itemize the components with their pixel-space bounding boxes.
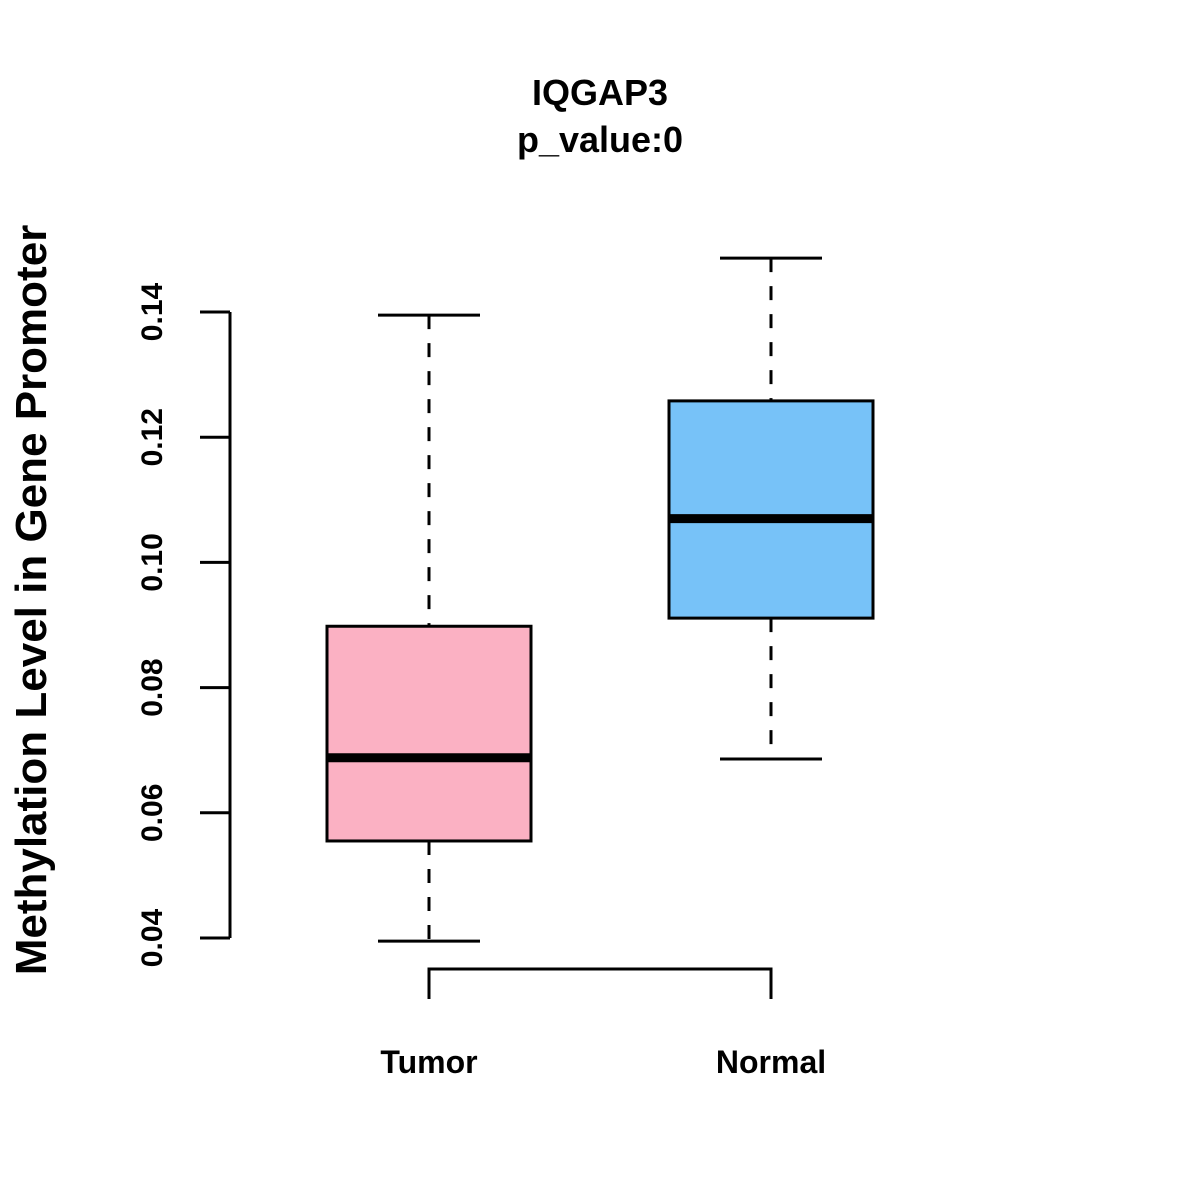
y-tick-label-0: 0.04 (136, 908, 169, 967)
chart-subtitle: p_value:0 (517, 119, 683, 160)
y-axis: 0.04 0.06 0.08 0.10 0.12 0.14 (136, 282, 232, 967)
y-tick-label-4: 0.12 (136, 408, 169, 466)
y-tick-label-5: 0.14 (136, 282, 169, 341)
bracket-line (427, 967, 773, 999)
box-tumor (325, 624, 533, 843)
box-normal (667, 399, 875, 620)
significance-bracket (427, 967, 773, 999)
x-label-tumor: Tumor (380, 1044, 477, 1080)
x-label-normal: Normal (716, 1044, 826, 1080)
y-tick-label-1: 0.06 (136, 784, 169, 842)
y-axis-label: Methylation Level in Gene Promoter (7, 225, 56, 976)
boxes-layer (325, 256, 875, 943)
y-tick-label-3: 0.10 (136, 533, 169, 591)
box-group-normal (667, 256, 875, 761)
chart-title: IQGAP3 (532, 72, 668, 113)
y-tick-label-2: 0.08 (136, 658, 169, 716)
x-axis-labels: Tumor Normal (380, 1044, 826, 1080)
box-group-tumor (325, 313, 533, 943)
